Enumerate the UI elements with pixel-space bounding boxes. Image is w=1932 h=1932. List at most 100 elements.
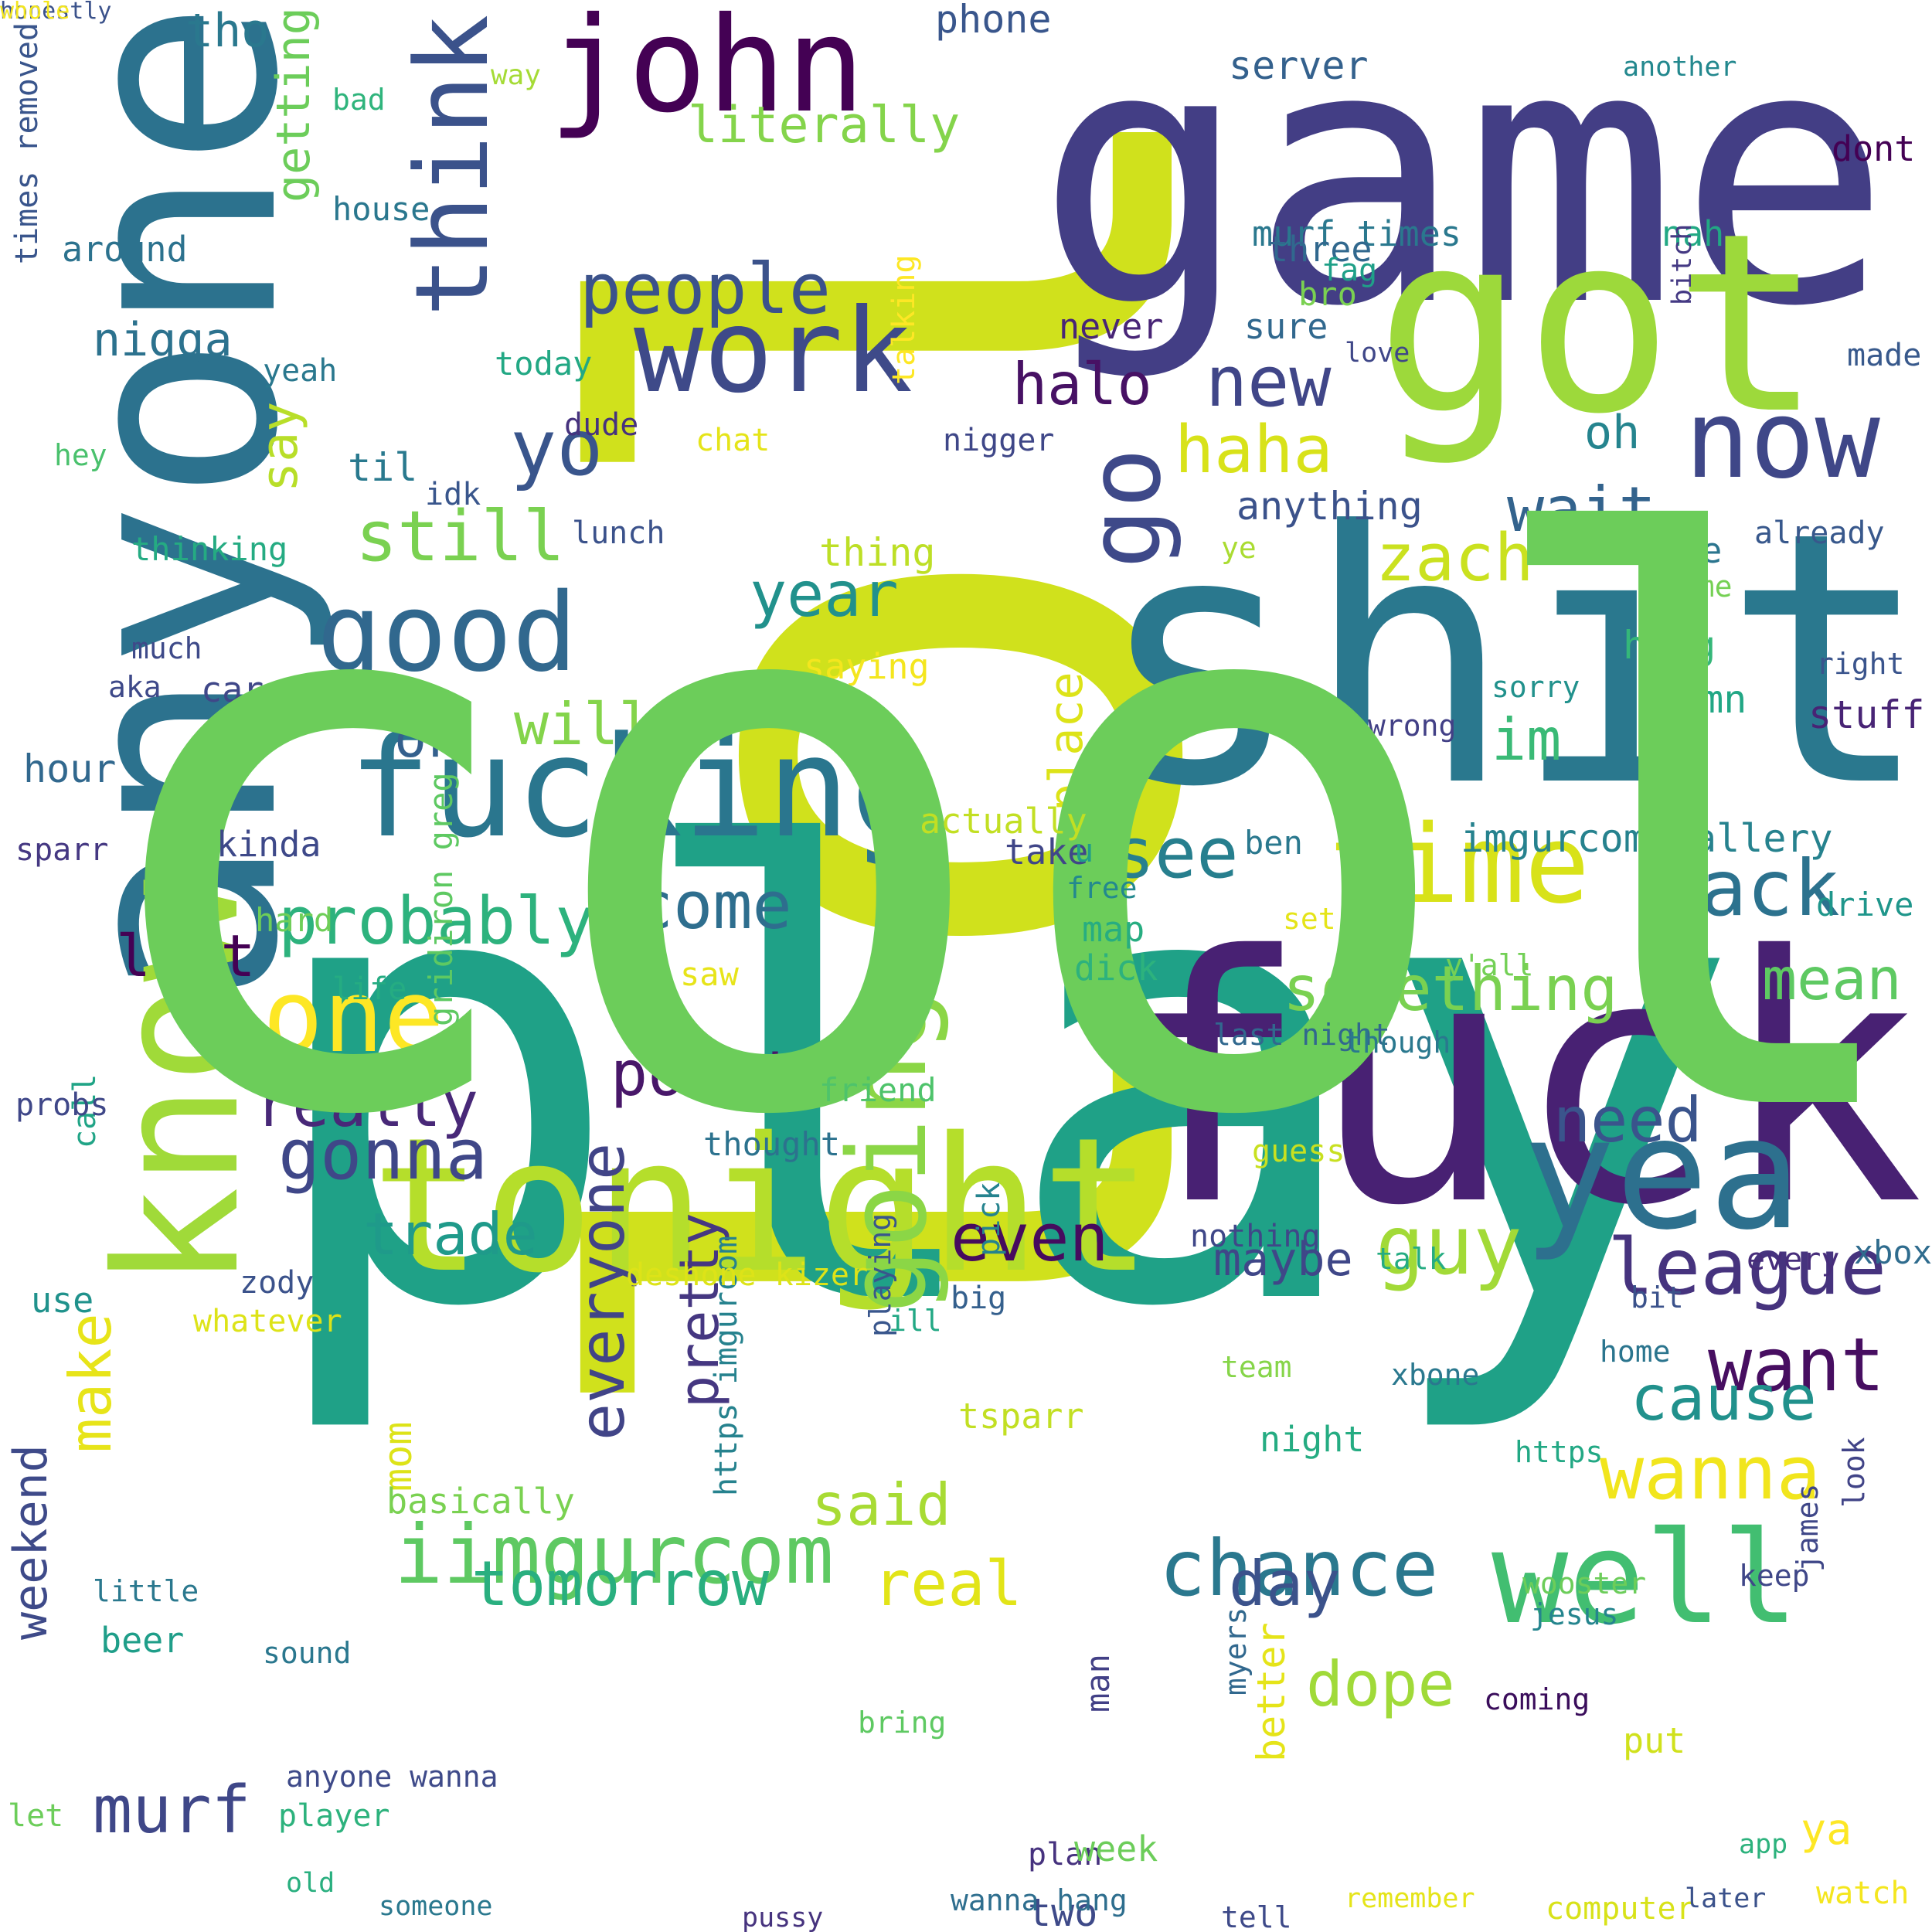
word-ye: ye: [1221, 531, 1257, 565]
word-set: set: [1283, 902, 1336, 936]
word-around: around: [62, 229, 188, 270]
word-literally: literally: [688, 97, 961, 155]
word-whole: whole: [0, 0, 70, 25]
word-bad: bad: [332, 83, 386, 117]
word-got: got: [1376, 181, 1822, 468]
word-bring: bring: [858, 1706, 947, 1740]
word-another: another: [1623, 52, 1737, 83]
word-anyone-wanna: anyone wanna: [286, 1760, 498, 1794]
word-myers: myers: [1219, 1607, 1253, 1696]
word-sound: sound: [263, 1636, 352, 1670]
word-basically: basically: [386, 1481, 575, 1522]
word-love: love: [1345, 338, 1410, 369]
word-right: right: [1816, 647, 1905, 681]
word-ill: ill: [889, 1304, 942, 1338]
word-getting: getting: [267, 7, 321, 202]
word-gridiron-greg: gridiron greg: [422, 771, 460, 1026]
word-remember: remember: [1345, 1883, 1475, 1914]
word-come: come: [634, 868, 792, 944]
word-watch: watch: [1816, 1876, 1910, 1911]
word-life: life: [332, 971, 407, 1007]
word-deshone-kizer: deshone kizer: [626, 1257, 869, 1293]
word-later: later: [1685, 1883, 1767, 1914]
word-yea: yea: [1522, 1084, 1802, 1264]
word-pick: pick: [971, 1182, 1007, 1257]
word-none: none: [1638, 530, 1723, 571]
word-nothing: nothing: [1190, 1219, 1321, 1254]
word-point: point: [611, 1038, 797, 1110]
word-wrong: wrong: [1368, 709, 1457, 743]
word-hey: hey: [54, 438, 107, 472]
word-night: night: [1260, 1419, 1365, 1460]
word-people: people: [580, 249, 832, 330]
word-xbone: xbone: [1391, 1358, 1480, 1392]
word-one: one: [263, 957, 444, 1075]
word-maybe: maybe: [1213, 1233, 1353, 1287]
word-anything: anything: [1236, 484, 1423, 529]
word-today: today: [495, 345, 593, 383]
word-coming: coming: [1484, 1682, 1590, 1716]
word-play: play: [255, 722, 1744, 1442]
word-already: already: [1754, 515, 1885, 551]
word-use: use: [31, 1280, 94, 1321]
word-really: really: [255, 1069, 478, 1141]
word-ass: ass: [1198, 677, 1261, 718]
word-til: til: [348, 445, 418, 490]
word-never: never: [1059, 306, 1164, 347]
word-fuck: fuck: [1105, 884, 1924, 1280]
word-fucking: fucking: [348, 707, 934, 869]
word-work: work: [634, 284, 913, 419]
word-bitch: bitch: [1667, 223, 1698, 305]
word-actually: actually: [920, 801, 1087, 842]
word-real: real: [873, 1548, 1022, 1620]
word-saying: saying: [804, 646, 930, 687]
word-halo: halo: [1012, 350, 1152, 418]
word-team: team: [1221, 1350, 1292, 1384]
word-u: u: [1074, 832, 1094, 869]
word-two: two: [1028, 1890, 1098, 1932]
word-saw: saw: [680, 955, 739, 993]
word-friend: friend: [819, 1071, 937, 1109]
word-guess: guess: [1252, 1134, 1345, 1169]
word-map: map: [1082, 909, 1145, 950]
word-ok: ok: [394, 706, 460, 770]
word-thing: thing: [819, 530, 936, 575]
word-see: see: [1113, 813, 1239, 894]
word-oh: oh: [1584, 406, 1641, 460]
word-need: need: [1553, 1084, 1702, 1156]
word-man: man: [1079, 1653, 1117, 1713]
word-tonight: tonight: [371, 1097, 1153, 1314]
word-said: said: [811, 1471, 951, 1539]
word-player: player: [278, 1798, 390, 1834]
word-zody: zody: [240, 1265, 315, 1301]
word-sorry: sorry: [1492, 670, 1580, 704]
word-nah: nah: [1662, 213, 1725, 254]
word-tho: tho: [185, 4, 270, 58]
word-think: think: [393, 14, 511, 317]
word-times-removed: times removed: [9, 22, 45, 264]
word-aka: aka: [108, 670, 162, 704]
word-keep: keep: [1739, 1559, 1810, 1593]
word-hard: hard: [255, 901, 334, 939]
word-old: old: [286, 1868, 335, 1899]
word-damn: damn: [1654, 677, 1747, 722]
word-dick: dick: [1074, 947, 1158, 988]
word-sure: sure: [1244, 306, 1328, 347]
word-cause: cause: [1631, 1362, 1817, 1434]
word-last-night: last night: [1213, 1018, 1390, 1052]
word-gonna: gonna: [278, 1114, 488, 1196]
word-honestly: honestly: [0, 0, 112, 25]
word-zach: zach: [1376, 520, 1534, 597]
word-something: something: [1283, 953, 1618, 1025]
word-time: time: [1329, 802, 1590, 928]
word-tell: tell: [1221, 1900, 1292, 1932]
word-https: https: [1515, 1435, 1604, 1469]
word-every: every: [1747, 1242, 1840, 1277]
word-look: look: [1837, 1437, 1871, 1509]
word-murf-times: murf times: [1252, 213, 1461, 254]
word-idk: idk: [425, 477, 481, 512]
word-last: last: [116, 922, 256, 990]
word-app: app: [1739, 1829, 1788, 1860]
word-plan: plan: [1028, 1837, 1103, 1872]
word-talk: talk: [1376, 1242, 1447, 1276]
